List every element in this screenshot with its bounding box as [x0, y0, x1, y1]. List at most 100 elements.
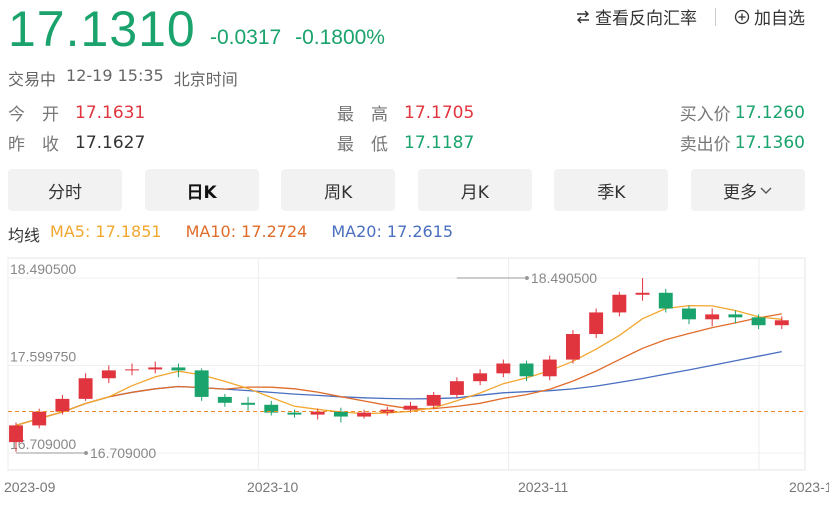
candle-body — [589, 312, 604, 335]
candle — [774, 316, 789, 330]
tab-intraday[interactable]: 分时 — [8, 169, 122, 211]
ma10-value: MA10: 17.2724 — [185, 222, 308, 241]
add-watchlist-label: 加自选 — [754, 9, 805, 29]
prev-close-value: 17.1627 — [75, 132, 146, 153]
quote-grid: 今 开 17.1631 最 高 17.1705 买入价 17.1260 昨 收 … — [8, 100, 805, 160]
prev-close-cell: 昨 收 17.1627 — [8, 130, 146, 156]
candle-body — [449, 381, 464, 395]
reverse-rate-button[interactable]: 查看反向汇率 — [575, 4, 697, 29]
ma20-value: MA20: 17.2615 — [331, 222, 454, 241]
bid-cell: 买入价 17.1260 — [679, 100, 805, 126]
y-tick-label: 16.709000 — [10, 436, 76, 452]
open-cell: 今 开 17.1631 — [8, 100, 146, 126]
candle-body — [241, 402, 256, 405]
candle-body — [333, 411, 348, 417]
candle-body — [357, 412, 372, 417]
candle — [565, 330, 580, 364]
candle — [658, 288, 673, 313]
high-label: 最 高 — [337, 105, 388, 125]
candle — [125, 363, 139, 376]
candle — [403, 401, 418, 413]
candle — [426, 391, 441, 409]
candle — [357, 409, 372, 419]
x-tick-label: 2023-09 — [4, 479, 56, 495]
candle-body — [658, 292, 673, 309]
add-circle-icon — [734, 9, 750, 24]
tab-daily-k[interactable]: 日K — [144, 169, 259, 211]
candle — [78, 373, 93, 401]
quote-row: 今 开 17.1631 最 高 17.1705 买入价 17.1260 — [8, 100, 805, 130]
max-annotation-label: 18.490500 — [531, 270, 597, 286]
bid-label: 买入价 — [679, 105, 731, 125]
candle-body — [217, 396, 232, 403]
candle — [333, 407, 348, 423]
open-label: 今 开 — [8, 105, 59, 125]
candle-body — [78, 378, 93, 399]
ask-value: 17.1360 — [734, 132, 805, 153]
candle-body — [705, 314, 720, 320]
candle — [194, 368, 209, 401]
y-tick-label: 18.490500 — [10, 261, 76, 277]
candle-body — [635, 292, 650, 295]
ma10-line — [15, 313, 782, 427]
candle-body — [682, 308, 696, 320]
candle-body — [194, 370, 209, 397]
ask-label: 卖出价 — [679, 135, 731, 155]
x-tick-label: 2023-10 — [247, 479, 299, 495]
low-value: 17.1187 — [404, 132, 475, 153]
min-annotation-dot — [84, 451, 88, 455]
tab-monthly-k[interactable]: 月K — [417, 169, 532, 211]
candle — [101, 365, 116, 384]
candle-body — [519, 363, 534, 377]
candle — [171, 363, 186, 378]
price-change: -0.0317 -0.1800% — [210, 26, 385, 50]
reverse-rate-label: 查看反向汇率 — [595, 9, 697, 29]
ma5-value: MA5: 17.1851 — [50, 222, 162, 241]
ma5-line — [15, 304, 782, 427]
candle-body — [32, 411, 47, 426]
candle — [682, 305, 696, 325]
candle — [635, 278, 650, 301]
add-watchlist-button[interactable]: 加自选 — [734, 4, 805, 29]
trading-datetime: 12-19 15:35 — [66, 66, 164, 85]
candle — [148, 361, 163, 374]
candle-body — [125, 369, 139, 371]
candle — [751, 314, 766, 330]
tab-label: 日K — [186, 182, 217, 203]
tab-quarterly-k[interactable]: 季K — [554, 169, 669, 211]
candle-body — [55, 398, 70, 412]
candle — [705, 308, 720, 327]
candle — [241, 396, 256, 411]
candle — [55, 394, 70, 415]
tab-more[interactable]: 更多 — [690, 169, 805, 211]
kline-chart[interactable]: 18.490500 17.599750 16.709000 2023-09 2023-1… — [0, 250, 829, 513]
quote-row: 昨 收 17.1627 最 低 17.1187 卖出价 17.1360 — [8, 130, 805, 160]
candle-body — [9, 425, 23, 443]
tab-label: 周K — [324, 182, 353, 203]
ma-title: 均线 — [8, 226, 41, 245]
ma-legend: 均线 MA5: 17.1851 MA10: 17.2724 MA20: 17.2… — [8, 222, 453, 246]
candle-body — [264, 404, 279, 413]
bid-value: 17.1260 — [734, 102, 805, 123]
candle-body — [310, 411, 325, 415]
candle — [217, 393, 232, 407]
candle-body — [148, 367, 163, 370]
candle-body — [728, 314, 743, 318]
candle — [449, 377, 464, 398]
candle — [612, 291, 627, 317]
candle-body — [101, 370, 116, 379]
candle — [264, 400, 279, 416]
x-tick-label: 2023-11 — [518, 479, 569, 495]
tab-weekly-k[interactable]: 周K — [281, 169, 396, 211]
ma20-line — [15, 350, 782, 427]
candle-body — [496, 363, 511, 374]
high-value: 17.1705 — [404, 102, 475, 123]
prev-close-label: 昨 收 — [8, 135, 59, 155]
high-cell: 最 高 17.1705 — [337, 100, 475, 126]
candle — [519, 360, 534, 382]
swap-icon — [577, 10, 589, 23]
open-value: 17.1631 — [75, 102, 146, 123]
period-tabs: 分时 日K 周K 月K 季K 更多 — [8, 169, 805, 211]
change-percent: -0.1800% — [295, 26, 385, 49]
candle-body — [751, 317, 766, 326]
